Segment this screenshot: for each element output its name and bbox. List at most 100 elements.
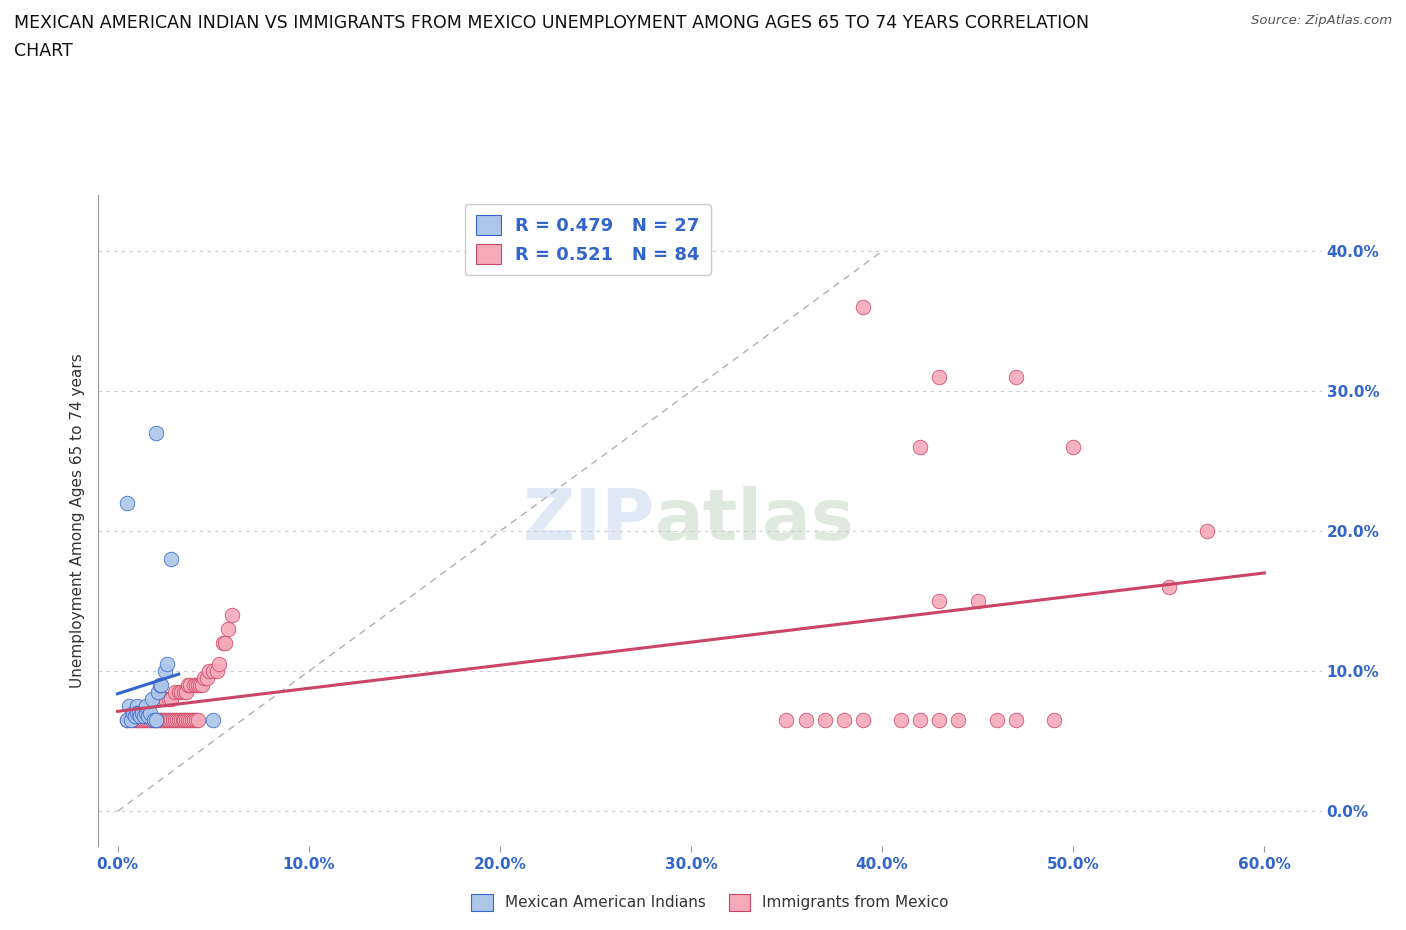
- Point: [125, 698, 148, 713]
- Text: atlas: atlas: [655, 486, 855, 555]
- Point: [910, 713, 932, 728]
- Point: [183, 713, 205, 728]
- Point: [179, 713, 201, 728]
- Point: [183, 678, 205, 693]
- Point: [169, 684, 191, 699]
- Point: [131, 706, 153, 721]
- Point: [169, 713, 191, 728]
- Point: [145, 713, 167, 728]
- Point: [177, 713, 200, 728]
- Point: [176, 684, 198, 699]
- Point: [135, 706, 157, 721]
- Point: [139, 713, 162, 728]
- Point: [1062, 440, 1084, 455]
- Point: [118, 698, 141, 713]
- Point: [155, 713, 177, 728]
- Point: [160, 713, 183, 728]
- Point: [160, 551, 183, 566]
- Point: [910, 440, 932, 455]
- Point: [156, 713, 179, 728]
- Point: [794, 713, 817, 728]
- Point: [1157, 580, 1180, 595]
- Point: [142, 713, 165, 728]
- Point: [163, 713, 186, 728]
- Point: [1195, 524, 1218, 538]
- Text: ZIP: ZIP: [523, 486, 655, 555]
- Point: [184, 713, 207, 728]
- Point: [160, 692, 183, 707]
- Point: [1043, 713, 1066, 728]
- Point: [135, 713, 157, 728]
- Point: [136, 709, 159, 724]
- Point: [155, 692, 177, 707]
- Point: [208, 657, 231, 671]
- Point: [129, 713, 152, 728]
- Text: CHART: CHART: [14, 42, 73, 60]
- Point: [124, 713, 146, 728]
- Legend: Mexican American Indians, Immigrants from Mexico: Mexican American Indians, Immigrants fro…: [465, 888, 955, 917]
- Point: [131, 713, 153, 728]
- Point: [150, 678, 173, 693]
- Point: [928, 713, 950, 728]
- Text: MEXICAN AMERICAN INDIAN VS IMMIGRANTS FROM MEXICO UNEMPLOYMENT AMONG AGES 65 TO : MEXICAN AMERICAN INDIAN VS IMMIGRANTS FR…: [14, 14, 1090, 32]
- Point: [173, 684, 195, 699]
- Point: [190, 678, 212, 693]
- Point: [136, 713, 159, 728]
- Point: [205, 664, 228, 679]
- Point: [141, 713, 163, 728]
- Point: [211, 636, 233, 651]
- Point: [134, 709, 156, 724]
- Point: [120, 713, 142, 728]
- Point: [852, 713, 875, 728]
- Point: [177, 678, 200, 693]
- Point: [157, 692, 180, 707]
- Point: [214, 636, 236, 651]
- Point: [181, 713, 204, 728]
- Point: [166, 713, 188, 728]
- Point: [146, 713, 169, 728]
- Point: [150, 713, 173, 728]
- Text: Source: ZipAtlas.com: Source: ZipAtlas.com: [1251, 14, 1392, 27]
- Point: [155, 664, 177, 679]
- Point: [966, 594, 988, 609]
- Point: [152, 713, 174, 728]
- Point: [184, 678, 207, 693]
- Point: [146, 684, 169, 699]
- Point: [115, 713, 138, 728]
- Point: [156, 657, 179, 671]
- Point: [179, 678, 201, 693]
- Point: [198, 664, 221, 679]
- Point: [125, 706, 148, 721]
- Point: [163, 684, 186, 699]
- Point: [149, 678, 172, 693]
- Point: [115, 713, 138, 728]
- Point: [1004, 370, 1026, 385]
- Point: [172, 713, 194, 728]
- Point: [1004, 713, 1026, 728]
- Point: [157, 713, 180, 728]
- Point: [188, 678, 211, 693]
- Point: [135, 698, 157, 713]
- Point: [173, 713, 195, 728]
- Point: [202, 664, 225, 679]
- Point: [890, 713, 912, 728]
- Point: [928, 370, 950, 385]
- Point: [193, 671, 215, 685]
- Point: [121, 706, 143, 721]
- Point: [832, 713, 855, 728]
- Point: [134, 713, 156, 728]
- Point: [217, 622, 239, 637]
- Point: [115, 496, 138, 511]
- Point: [814, 713, 837, 728]
- Point: [775, 713, 797, 728]
- Point: [128, 713, 150, 728]
- Point: [167, 684, 190, 699]
- Point: [852, 299, 875, 314]
- Point: [162, 713, 184, 728]
- Point: [124, 709, 146, 724]
- Point: [145, 426, 167, 441]
- Point: [167, 713, 190, 728]
- Point: [129, 709, 152, 724]
- Point: [125, 713, 148, 728]
- Point: [948, 713, 970, 728]
